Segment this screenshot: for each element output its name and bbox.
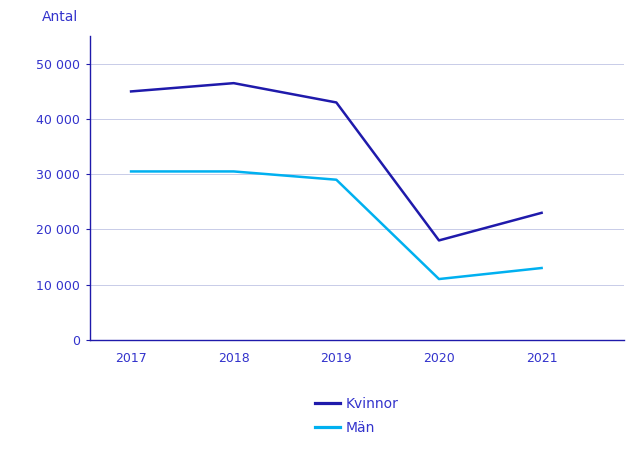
Män: [127, 169, 135, 174]
Text: Antal: Antal: [42, 10, 78, 24]
Kvinnor: [435, 238, 443, 243]
Män: [332, 177, 340, 183]
Kvinnor: [538, 210, 545, 216]
Män: [538, 265, 545, 271]
Legend: Kvinnor, Män: Kvinnor, Män: [309, 391, 404, 440]
Kvinnor: [332, 100, 340, 105]
Kvinnor: [230, 81, 237, 86]
Män: [435, 276, 443, 282]
Män: [230, 169, 237, 174]
Kvinnor: [127, 89, 135, 94]
Line: Män: Män: [131, 171, 541, 279]
Line: Kvinnor: Kvinnor: [131, 83, 541, 241]
